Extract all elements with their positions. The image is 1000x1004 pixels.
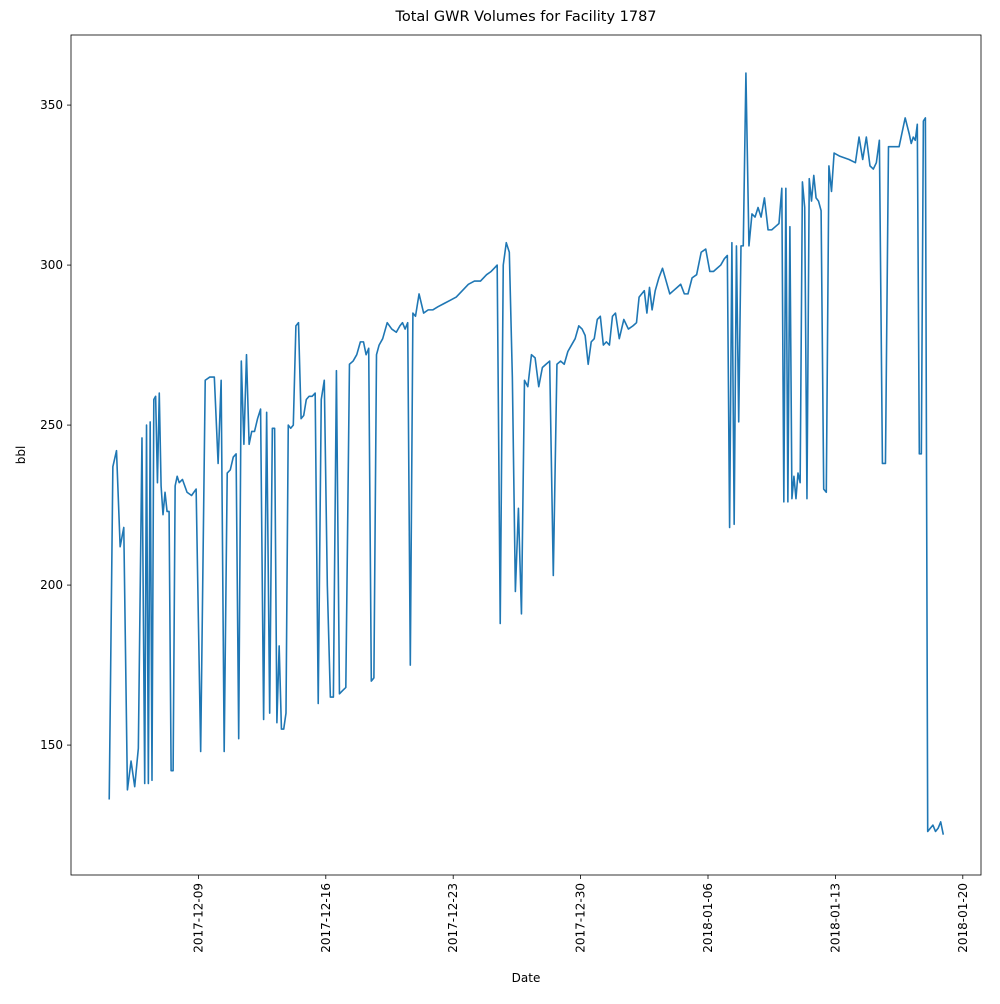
x-tick-label: 2018-01-20 <box>956 883 970 953</box>
x-tick-label: 2017-12-30 <box>574 883 588 953</box>
data-line <box>108 72 945 835</box>
x-tick-label: 2017-12-16 <box>319 883 333 953</box>
x-axis-label: Date <box>512 971 541 985</box>
y-tick-label: 300 <box>40 258 63 272</box>
y-tick-label: 350 <box>40 98 63 112</box>
y-tick-label: 200 <box>40 578 63 592</box>
y-axis-label: bbl <box>14 446 28 465</box>
x-tick-label: 2018-01-06 <box>701 883 715 953</box>
y-tick-label: 250 <box>40 418 63 432</box>
x-tick-label: 2017-12-09 <box>191 883 205 953</box>
x-tick-label: 2017-12-23 <box>446 883 460 953</box>
y-tick-label: 150 <box>40 738 63 752</box>
chart-title: Total GWR Volumes for Facility 1787 <box>394 9 656 25</box>
x-tick-label: 2018-01-13 <box>828 883 842 953</box>
plot-frame <box>70 34 982 876</box>
